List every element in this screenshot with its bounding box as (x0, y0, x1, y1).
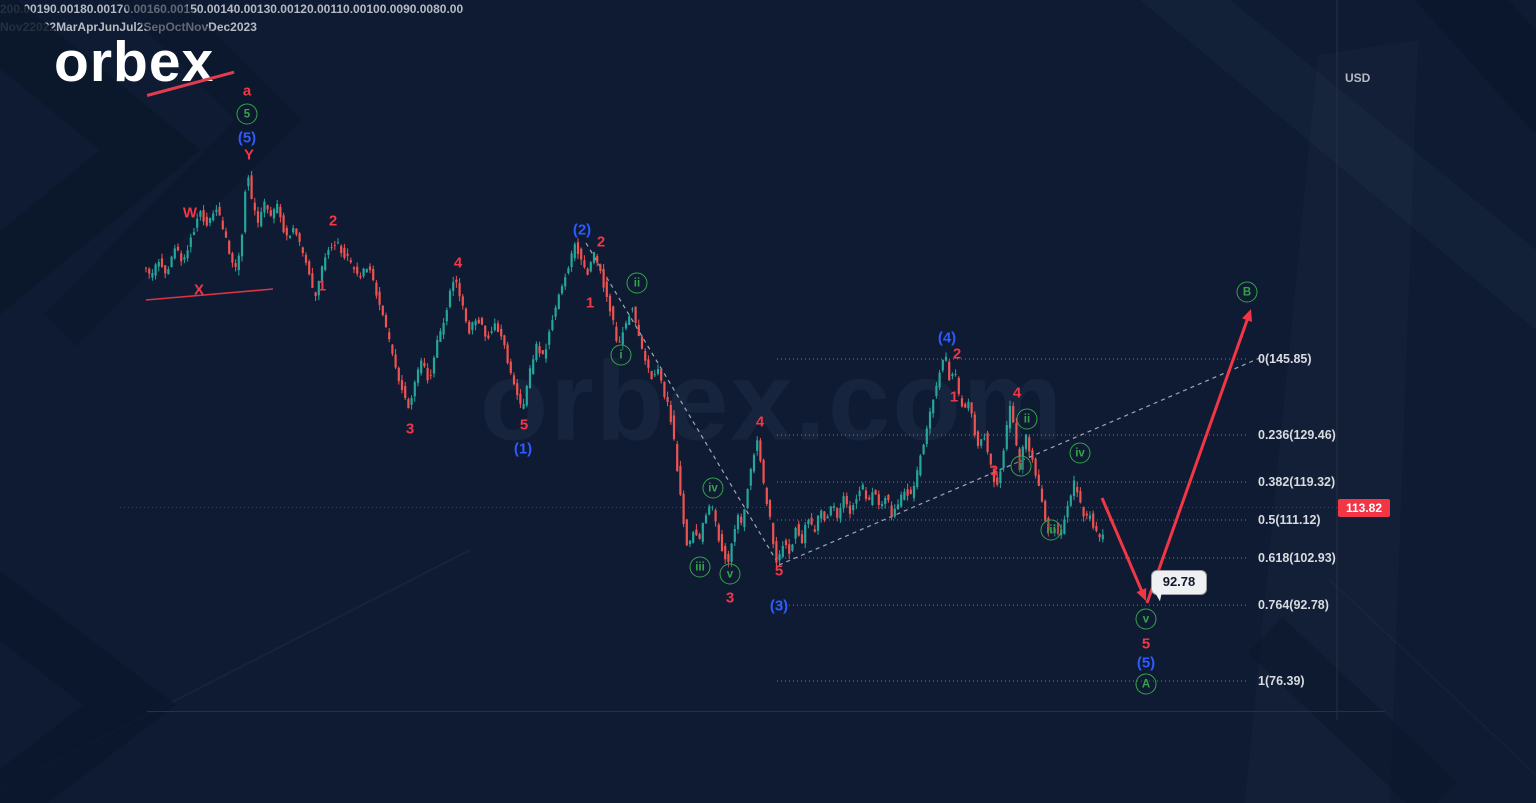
price-tick: 110.00 (330, 2, 367, 16)
price-tick: 140.00 (220, 2, 257, 16)
price-axis-currency-label: USD (1345, 71, 1371, 85)
price-tick: 180.00 (73, 2, 111, 16)
time-tick: 2 (136, 20, 144, 34)
dashed-trendline (585, 242, 780, 566)
price-tick: 190.00 (36, 2, 74, 16)
orbex-logo: orbex (54, 30, 235, 97)
projection-arrow-head (1242, 309, 1253, 322)
price-tick: 120.00 (293, 2, 331, 16)
orbex-logo-text: orbex (54, 30, 215, 94)
red-trendline (145, 288, 274, 301)
time-tick: Jun (98, 20, 120, 34)
price-tick: 100.00 (366, 2, 404, 16)
projection-arrow-head (1136, 588, 1147, 601)
current-price-value: 113.82 (1345, 500, 1383, 515)
time-tick: Apr (77, 20, 99, 34)
price-tick: 80.00 (433, 2, 464, 16)
time-tick: Jul (119, 20, 137, 34)
price-tick: 130.00 (256, 2, 294, 16)
price-tick: 90.00 (403, 2, 434, 16)
candlestick-series (144, 170, 1104, 568)
projection-arrow-shaft (1145, 313, 1251, 604)
time-tick: Mar (56, 20, 78, 34)
projection-arrow-shaft (1100, 497, 1146, 597)
current-price-badge: 113.82 (1338, 498, 1390, 517)
price-tooltip-value: 92.78 (1162, 574, 1196, 589)
time-tick: 2023 (230, 20, 257, 34)
time-tick: Dec (208, 20, 231, 34)
price-tooltip: 92.78 (1147, 570, 1207, 602)
